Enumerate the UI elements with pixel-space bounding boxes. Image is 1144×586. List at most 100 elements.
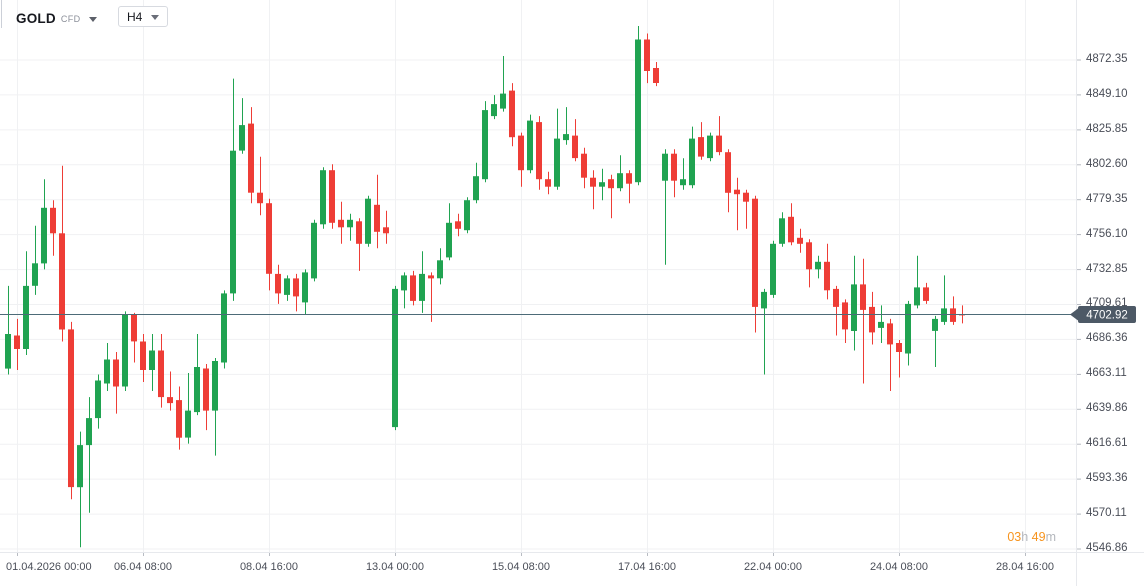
candle-down [410, 275, 416, 301]
candle-up [599, 182, 605, 187]
price-axis-label: 4639.86 [1086, 402, 1128, 415]
candle-up [347, 219, 353, 228]
candle-down [581, 153, 587, 178]
candle-up [689, 138, 695, 186]
candle-up [473, 176, 479, 201]
price-axis-label: 4825.85 [1086, 122, 1128, 135]
candle-down [131, 314, 137, 342]
candle-up [284, 278, 290, 295]
price-axis-label: 4663.11 [1086, 367, 1127, 380]
time-axis-label: 24.04 08:00 [869, 561, 929, 573]
candle-down [383, 227, 389, 234]
symbol-label: GOLD [16, 10, 56, 26]
candle-down [896, 343, 902, 352]
candle-up [311, 222, 317, 279]
price-axis-label: 4849.10 [1086, 87, 1128, 100]
price-axis-label: 4593.36 [1086, 472, 1128, 485]
price-axis-label: 4546.86 [1086, 542, 1128, 554]
timeframe-label: H4 [127, 9, 143, 24]
time-axis-label: 22.04 00:00 [743, 561, 803, 573]
candle-down [158, 350, 164, 398]
candle-down [176, 400, 182, 438]
candle-up [491, 104, 497, 117]
candle-down [626, 173, 632, 184]
candle-up [662, 153, 668, 181]
candle-down [293, 278, 299, 297]
candle-down [698, 137, 704, 157]
candle-down [266, 203, 272, 274]
candle-down [833, 288, 839, 307]
time-axis[interactable]: 01.04.2026 00:00 06.04 08:00 08.04 16:00 13… [0, 552, 1144, 586]
candle-down [644, 39, 650, 71]
candle-down [923, 287, 929, 301]
countdown-minutes-unit: m [1045, 530, 1056, 544]
candle-down [725, 152, 731, 193]
candle-down [752, 198, 758, 307]
countdown-hours-unit: h [1021, 530, 1029, 544]
candle-down [59, 233, 65, 330]
price-axis-label: 4709.61 [1086, 297, 1128, 310]
current-price-badge [1078, 306, 1136, 323]
candle-down [824, 261, 830, 291]
candle-up [212, 361, 218, 411]
candle-up [851, 284, 857, 331]
candle-up [95, 380, 101, 419]
candle-up [5, 334, 11, 369]
countdown-hours: 03 [1007, 530, 1022, 544]
candle-down [329, 170, 335, 223]
candle-up [419, 273, 425, 301]
candle-up [905, 303, 911, 354]
candle-down [257, 192, 263, 204]
candle-down [374, 204, 380, 232]
time-axis-label: 15.04 08:00 [491, 561, 551, 573]
time-axis-label: 01.04.2026 00:00 [6, 561, 92, 573]
candle-up [815, 261, 821, 270]
candle-up [221, 293, 227, 363]
left-edge-divider [1, 0, 2, 28]
timeframe-selector[interactable]: H4 [118, 6, 168, 27]
candle-down [140, 341, 146, 370]
price-axis-label: 4872.35 [1086, 53, 1128, 65]
candle-up [635, 39, 641, 183]
time-axis-label: 06.04 08:00 [113, 561, 173, 573]
candle-down [167, 397, 173, 404]
candle-up [320, 170, 326, 225]
candle-up [941, 308, 947, 322]
countdown-minutes: 49 [1031, 530, 1046, 544]
current-price-value: 4702.92 [1086, 310, 1128, 322]
candle-down [788, 216, 794, 243]
instrument-type-label: CFD [60, 14, 81, 24]
price-axis[interactable]: 4872.35 4849.10 4825.85 4802.60 4779.35 4756.… [1076, 0, 1144, 554]
candle-up [446, 222, 452, 258]
candle-up [914, 287, 920, 306]
candle-up [23, 285, 29, 349]
candle-up [437, 260, 443, 279]
price-axis-label: 4686.36 [1086, 332, 1128, 345]
bar-close-countdown: 03h 49m [1007, 530, 1056, 544]
candle-down [671, 153, 677, 181]
candle-up [392, 288, 398, 428]
candle-down [275, 273, 281, 294]
price-axis-label: 4779.35 [1086, 192, 1128, 205]
candle-down [113, 359, 119, 387]
candle-down [734, 189, 740, 195]
candle-down [797, 237, 803, 244]
candle-up [194, 367, 200, 413]
candle-down [50, 207, 56, 234]
price-axis-label: 4756.10 [1086, 227, 1128, 240]
candle-down [203, 368, 209, 411]
candle-up [41, 207, 47, 264]
price-axis-label: 4732.85 [1086, 262, 1128, 275]
candle-down [608, 179, 614, 189]
candle-up [617, 173, 623, 189]
candle-up [365, 198, 371, 244]
time-axis-label: 17.04 16:00 [617, 561, 677, 573]
price-axis-label: 4802.60 [1086, 157, 1128, 170]
candle-up [554, 138, 560, 187]
time-axis-label: 28.04 16:00 [995, 561, 1055, 573]
candle-down [842, 302, 848, 330]
symbol-selector[interactable]: GOLD CFD [16, 8, 97, 28]
candle-down [338, 219, 344, 228]
